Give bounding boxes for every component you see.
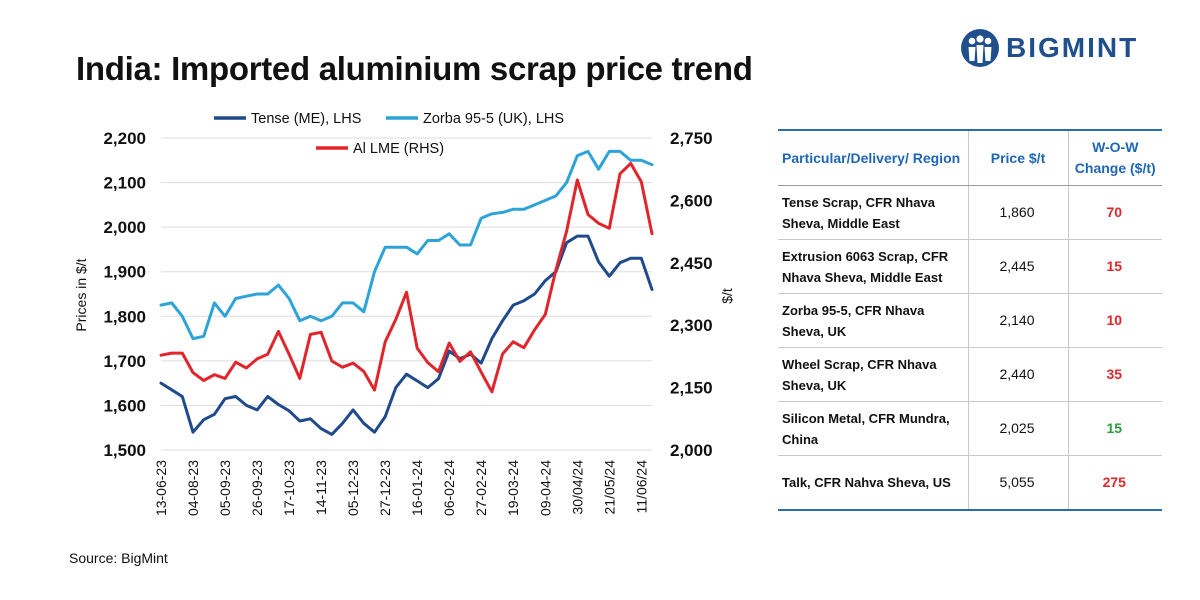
price-trend-chart: 1,500 1,600 1,700 1,800 1,900 2,000 2,100 2,200… <box>73 111 735 516</box>
table-row: Tense Scrap, CFR Nhava Sheva, Middle Eas… <box>778 185 1162 240</box>
y-right-tick-label: 2,150 <box>670 379 713 398</box>
brand-name: BIGMINT <box>1006 32 1139 63</box>
x-tick-label: 26-09-23 <box>249 460 265 516</box>
y-right-tick-label: 2,300 <box>670 316 713 335</box>
x-tick-label: 05-09-23 <box>217 460 233 516</box>
series-line <box>159 161 654 394</box>
header-change: W-O-W Change ($/t) <box>1068 131 1162 186</box>
x-tick-label: 14-11-23 <box>313 460 329 515</box>
y-left-tick-label: 1,900 <box>103 263 146 282</box>
table-row: Talk, CFR Nahva Sheva, US 5,055 275 <box>778 455 1162 509</box>
x-tick-label: 06-02-24 <box>441 460 457 516</box>
legend-label: Al LME (RHS) <box>353 141 444 157</box>
header-price: Price $/t <box>967 131 1069 186</box>
x-tick-label: 09-04-24 <box>537 460 553 516</box>
row-change: 15 <box>1068 401 1162 456</box>
y-axis-left-label: Prices in $/t <box>73 258 89 331</box>
row-particular: Silicon Metal, CFR Mundra, China <box>778 401 968 456</box>
bigmint-logo-icon <box>961 29 999 67</box>
table-row: Zorba 95-5, CFR Nhava Sheva, UK 2,140 10 <box>778 293 1162 348</box>
x-tick-label: 27-02-24 <box>473 460 489 516</box>
row-change: 70 <box>1068 185 1162 240</box>
brand-logo: BIGMINT <box>960 28 1138 68</box>
row-change: 15 <box>1068 239 1162 294</box>
table-row: Extrusion 6063 Scrap, CFR Nhava Sheva, M… <box>778 239 1162 294</box>
row-price: 2,140 <box>967 293 1069 348</box>
row-price: 2,445 <box>967 239 1069 294</box>
row-change: 275 <box>1102 474 1126 490</box>
table-row: Silicon Metal, CFR Mundra, China 2,025 1… <box>778 401 1162 456</box>
y-left-tick-label: 1,600 <box>103 396 146 415</box>
table-header-row: Particular/Delivery/ Region Price $/t W-… <box>778 131 1162 186</box>
y-right-tick-label: 2,000 <box>670 441 713 460</box>
y-left-tick-label: 2,100 <box>103 174 146 193</box>
row-price: 2,025 <box>967 401 1069 456</box>
y-right-tick-label: 2,600 <box>670 191 713 210</box>
x-tick-label: 17-10-23 <box>281 460 297 516</box>
y-left-tick-label: 1,700 <box>103 352 146 371</box>
row-particular: Talk, CFR Nahva Sheva, US <box>782 475 951 490</box>
row-particular: Zorba 95-5, CFR Nhava Sheva, UK <box>778 293 968 348</box>
x-tick-label: 05-12-23 <box>345 460 361 516</box>
header-particular: Particular/Delivery/ Region <box>778 131 968 186</box>
legend-label: Tense (ME), LHS <box>251 111 361 127</box>
row-price: 5,055 <box>967 455 1069 509</box>
x-tick-label: 13-06-23 <box>153 460 169 516</box>
y-axis-right-label: $/t <box>719 288 735 304</box>
page-title: India: Imported aluminium scrap price tr… <box>76 50 753 87</box>
x-tick-label: 11/06/24 <box>633 460 649 514</box>
row-price: 1,860 <box>967 185 1069 240</box>
row-particular: Wheel Scrap, CFR Nhava Sheva, UK <box>778 347 968 402</box>
table-row: Wheel Scrap, CFR Nhava Sheva, UK 2,440 3… <box>778 347 1162 402</box>
row-particular: Tense Scrap, CFR Nhava Sheva, Middle Eas… <box>778 185 968 240</box>
price-table: Particular/Delivery/ Region Price $/t W-… <box>778 129 1162 511</box>
series-line <box>159 234 654 436</box>
source-note: Source: BigMint <box>69 550 168 566</box>
x-tick-label: 30/04/24 <box>569 460 585 515</box>
row-particular: Extrusion 6063 Scrap, CFR Nhava Sheva, M… <box>778 239 968 294</box>
x-tick-label: 16-01-24 <box>409 460 425 516</box>
y-left-tick-label: 2,000 <box>103 218 146 237</box>
y-left-tick-label: 1,800 <box>103 307 146 326</box>
y-left-tick-label: 2,200 <box>103 129 146 148</box>
y-right-tick-label: 2,450 <box>670 254 713 273</box>
y-right-tick-label: 2,750 <box>670 129 713 148</box>
legend-label: Zorba 95-5 (UK), LHS <box>423 111 564 127</box>
row-change: 35 <box>1068 347 1162 402</box>
row-price: 2,440 <box>967 347 1069 402</box>
x-tick-label: 27-12-23 <box>377 460 393 516</box>
y-left-tick-label: 1,500 <box>103 441 146 460</box>
x-tick-label: 19-03-24 <box>505 460 521 516</box>
x-tick-label: 04-08-23 <box>185 460 201 516</box>
x-tick-label: 21/05/24 <box>601 460 617 515</box>
row-change: 10 <box>1068 293 1162 348</box>
series-line <box>159 149 654 341</box>
